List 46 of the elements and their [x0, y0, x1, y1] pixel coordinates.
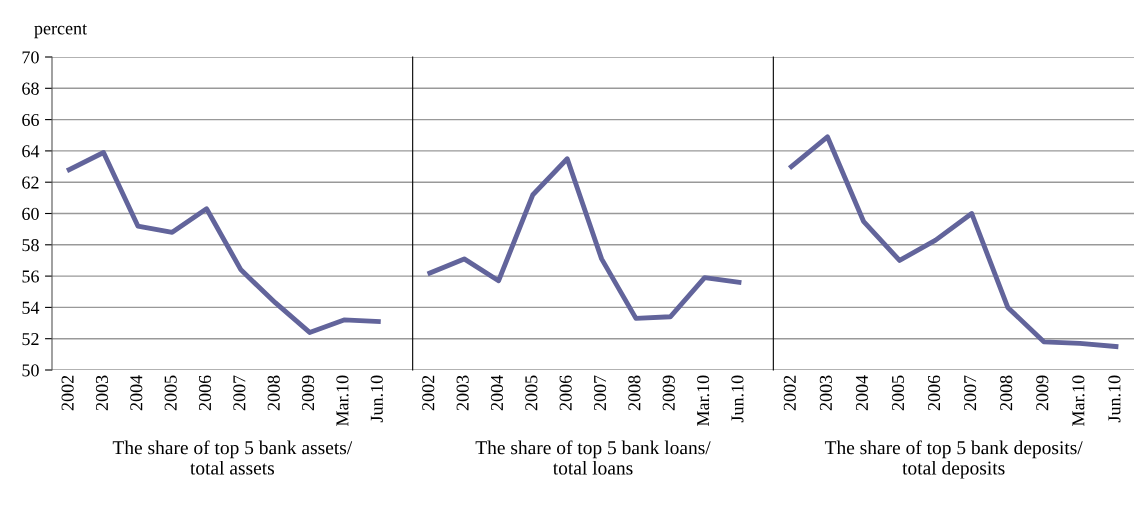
x-tick-label: 2003	[95, 375, 109, 411]
x-axis-title: The share of top 5 bank assets/ total assets	[112, 440, 353, 475]
x-tick-label: 2008	[267, 375, 280, 411]
x-tick-label: 2007	[593, 375, 607, 411]
x-tick-label: 2002	[783, 375, 796, 411]
x-tick-label: Mar.10	[696, 375, 710, 426]
x-tick-label: 2006	[559, 375, 572, 411]
y-tick-label: 64	[22, 145, 40, 158]
y-tick-label: 70	[22, 51, 39, 64]
y-tick-label: 66	[22, 113, 39, 127]
x-tick-label: 2009	[662, 375, 675, 411]
x-axis-title: The share of top 5 bank loans/ total loans	[475, 440, 711, 475]
x-tick-label: Jun.10	[731, 375, 744, 423]
x-tick-label: 2006	[198, 375, 212, 411]
x-tick-label: 2002	[422, 375, 435, 411]
y-axis-title: percent	[34, 24, 87, 39]
x-tick-label: 2003	[819, 375, 832, 411]
y-tick-label: 52	[22, 333, 39, 346]
y-tick-label: 60	[22, 207, 39, 220]
x-tick-label: 2005	[525, 375, 538, 411]
x-tick-label: Jun.10	[370, 375, 383, 423]
x-tick-label: Mar.10	[336, 375, 349, 426]
y-tick-label: 56	[22, 270, 39, 283]
x-tick-label: 2008	[628, 375, 641, 411]
x-tick-label: 2003	[456, 375, 469, 411]
x-tick-label: 2009	[1036, 375, 1049, 411]
x-tick-label: Mar.10	[1072, 375, 1085, 426]
x-axis-title: The share of top 5 bank deposits/ total deposits	[824, 440, 1083, 479]
x-tick-label: 2002	[61, 375, 74, 411]
x-tick-label: 2004	[490, 375, 504, 411]
x-tick-label: Jun.10	[1108, 375, 1121, 423]
y-tick-label: 50	[22, 364, 39, 377]
line-series	[66, 150, 381, 335]
y-tick-label: 58	[22, 239, 39, 252]
x-tick-label: 2005	[891, 375, 905, 411]
y-tick-label: 54	[22, 301, 40, 314]
x-tick-label: 2004	[855, 375, 869, 411]
x-tick-label: 2005	[164, 375, 177, 411]
x-tick-label: 2007	[964, 375, 977, 411]
x-tick-label: 2008	[1000, 375, 1013, 411]
x-tick-label: 2004	[130, 375, 143, 411]
x-tick-label: 2006	[927, 375, 941, 411]
x-tick-label: 2007	[233, 375, 246, 411]
y-tick-label: 62	[22, 176, 39, 189]
y-tick-label: 68	[22, 82, 39, 95]
x-tick-label: 2009	[301, 375, 315, 411]
